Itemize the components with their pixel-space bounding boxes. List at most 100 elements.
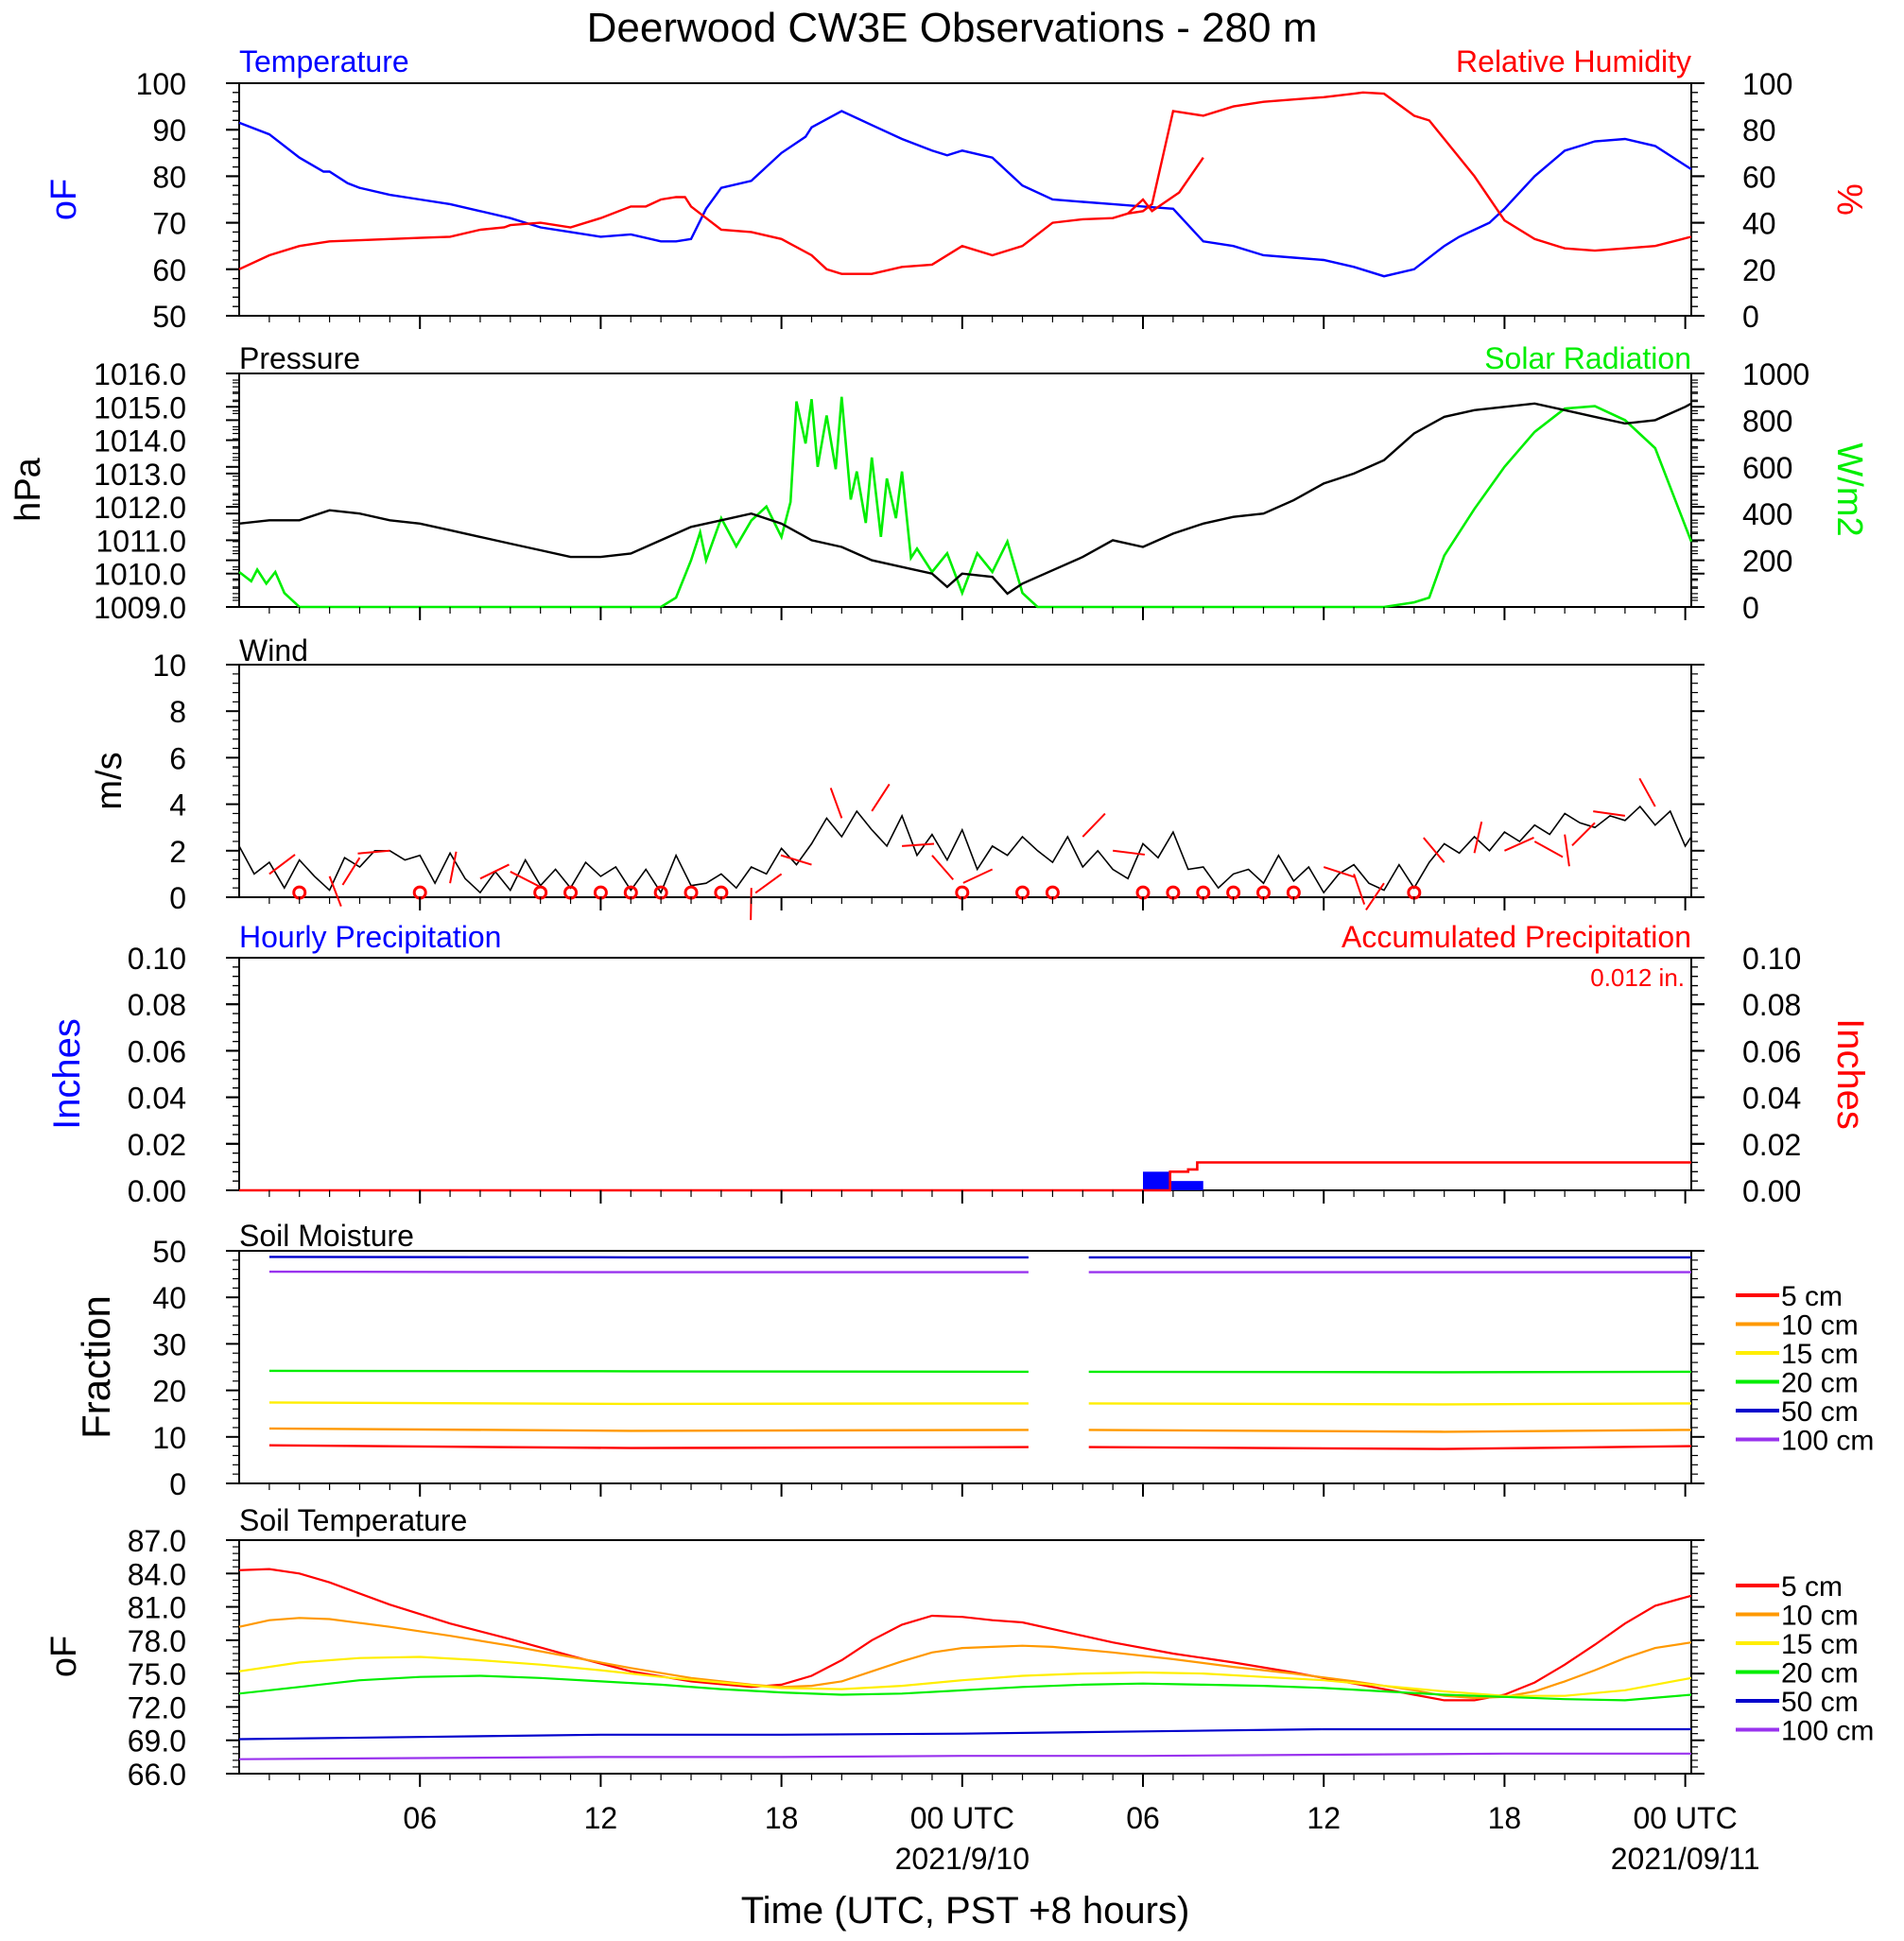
y-tick-left-label: 0.10 bbox=[128, 942, 186, 976]
soil-temperature-label: Soil Temperature bbox=[239, 1503, 467, 1537]
y-tick-right-label: 20 bbox=[1742, 253, 1776, 287]
x-tick-label: 12 bbox=[1307, 1801, 1341, 1835]
y-tick-left-label: 0.06 bbox=[128, 1034, 186, 1068]
x-tick-label: 18 bbox=[1488, 1801, 1522, 1835]
y-tick-left-label: 0.00 bbox=[128, 1174, 186, 1208]
soil-moisture-y-ticks: 0 10 20 30 40 50 bbox=[152, 1235, 1705, 1501]
wind-barb bbox=[1638, 777, 1656, 807]
y-tick-left-label: 81.0 bbox=[128, 1591, 186, 1625]
y-tick-left-label: 100 bbox=[136, 67, 186, 101]
wind-barb bbox=[328, 875, 342, 907]
y-tick-left-label: 87.0 bbox=[128, 1524, 186, 1558]
wind-barb bbox=[871, 783, 891, 812]
y-tick-left-label: 80 bbox=[152, 160, 186, 194]
soil-moisture-line bbox=[1088, 1370, 1692, 1374]
soil-temperature-line bbox=[238, 1568, 1692, 1702]
y-tick-left-label: 69.0 bbox=[128, 1724, 186, 1759]
y-tick-right-label: 100 bbox=[1742, 67, 1792, 101]
y-tick-right-label: 600 bbox=[1742, 451, 1792, 485]
soil-moisture-line bbox=[268, 1256, 1029, 1259]
y-tick-left-label: 78.0 bbox=[128, 1624, 186, 1658]
x-axis: 06 12 18 00 UTC 2021/9/10 06 12 18 00 UTC 2021/09… bbox=[268, 316, 1760, 1876]
accumulated-precip-line bbox=[239, 1161, 1691, 1192]
y-tick-left-label: 66.0 bbox=[128, 1758, 186, 1792]
pressure-unit: hPa bbox=[9, 457, 48, 521]
y-tick-left-label: 6 bbox=[169, 741, 186, 775]
humidity-jump-line bbox=[1127, 157, 1204, 215]
wind-barb bbox=[479, 863, 510, 880]
temperature-unit: oF bbox=[44, 179, 84, 220]
wind-barb bbox=[829, 788, 843, 819]
pressure-label: Pressure bbox=[239, 341, 360, 375]
humidity-unit: % bbox=[1829, 183, 1869, 216]
legend-label: 5 cm bbox=[1781, 1571, 1843, 1603]
hourly-precip-bar bbox=[1143, 1171, 1170, 1190]
y-tick-left-label: 50 bbox=[152, 1235, 186, 1269]
x-tick-label: 00 UTC bbox=[910, 1801, 1014, 1835]
wind-barb bbox=[902, 842, 935, 847]
y-tick-left-label: 10 bbox=[152, 649, 186, 683]
y-tick-right-label: 200 bbox=[1742, 545, 1792, 579]
wind-barb bbox=[780, 854, 812, 866]
soil-temperature-unit: oF bbox=[44, 1636, 84, 1677]
y-tick-right-label: 0.04 bbox=[1742, 1082, 1801, 1116]
solar-unit: W/m2 bbox=[1829, 442, 1869, 536]
wind-barb bbox=[962, 868, 994, 884]
legend-label: 10 cm bbox=[1781, 1601, 1859, 1632]
wind-barb bbox=[510, 871, 540, 888]
soil-moisture-line bbox=[268, 1401, 1029, 1406]
panel-soil-temperature: Soil Temperature oF 66.069.072.075.078.0… bbox=[44, 1503, 1874, 1792]
wind-barb bbox=[1353, 874, 1366, 905]
y-tick-left-label: 1012.0 bbox=[94, 491, 186, 525]
soil-moisture-line bbox=[268, 1270, 1029, 1274]
y-tick-left-label: 84.0 bbox=[128, 1557, 186, 1591]
soil-temp-y-ticks: 66.069.072.075.078.081.084.087.0 bbox=[128, 1524, 1705, 1792]
y-tick-left-label: 1015.0 bbox=[94, 390, 186, 425]
wind-barb bbox=[268, 854, 296, 875]
y-tick-right-label: 0.00 bbox=[1742, 1174, 1801, 1208]
y-tick-right-label: 40 bbox=[1742, 207, 1776, 241]
plot-frame-pressure bbox=[238, 373, 1692, 608]
legend-label: 15 cm bbox=[1781, 1339, 1859, 1370]
soil-temperature-line bbox=[238, 1655, 1692, 1697]
x-tick-date: 2021/09/11 bbox=[1611, 1842, 1760, 1876]
x-tick-label: 12 bbox=[584, 1801, 618, 1835]
x-tick-date: 2021/9/10 bbox=[895, 1842, 1030, 1876]
y-tick-left-label: 72.0 bbox=[128, 1690, 186, 1724]
soil-moisture-line bbox=[1088, 1429, 1692, 1433]
legend-label: 100 cm bbox=[1781, 1716, 1874, 1747]
temp-series-layer bbox=[238, 91, 1692, 278]
soil-temperature-line bbox=[238, 1674, 1692, 1702]
wind-barb bbox=[341, 857, 361, 886]
wind-barb bbox=[1323, 866, 1355, 878]
accum-precip-label: Accumulated Precipitation bbox=[1341, 920, 1691, 954]
panel-pressure-solar: Pressure Solar Radiation hPa W/m2 1009.0… bbox=[9, 341, 1869, 625]
wind-barb bbox=[1504, 837, 1534, 852]
legend-label: 20 cm bbox=[1781, 1368, 1859, 1399]
wind-barb bbox=[1564, 834, 1570, 867]
legend-label: 50 cm bbox=[1781, 1396, 1859, 1428]
wind-barb bbox=[449, 851, 458, 884]
y-tick-right-label: 0.10 bbox=[1742, 942, 1801, 976]
pressure-y-ticks: 1009.01010.01011.01012.01013.01014.01015… bbox=[94, 357, 1705, 625]
soil-temperature-line bbox=[238, 1727, 1691, 1741]
temperature-line bbox=[238, 110, 1692, 278]
y-tick-left-label: 75.0 bbox=[128, 1657, 186, 1691]
humidity-y-ticks: 0 20 40 60 80 100 bbox=[226, 67, 1792, 334]
panel-precipitation: Hourly Precipitation Accumulated Precipi… bbox=[46, 920, 1871, 1208]
hourly-precip-label: Hourly Precipitation bbox=[239, 920, 501, 954]
solar-line bbox=[238, 396, 1693, 609]
legend-label: 10 cm bbox=[1781, 1310, 1859, 1342]
x-tick-label: 06 bbox=[1126, 1801, 1160, 1835]
precip-left-y-ticks: 0.00 0.02 0.04 0.06 0.08 0.10 bbox=[128, 942, 1705, 1208]
temperature-label: Temperature bbox=[239, 44, 409, 78]
wind-series-layer bbox=[238, 777, 1692, 921]
y-tick-left-label: 2 bbox=[169, 835, 186, 869]
y-tick-left-label: 60 bbox=[152, 253, 186, 287]
y-tick-right-label: 80 bbox=[1742, 113, 1776, 147]
precip-series-layer bbox=[239, 1161, 1691, 1192]
